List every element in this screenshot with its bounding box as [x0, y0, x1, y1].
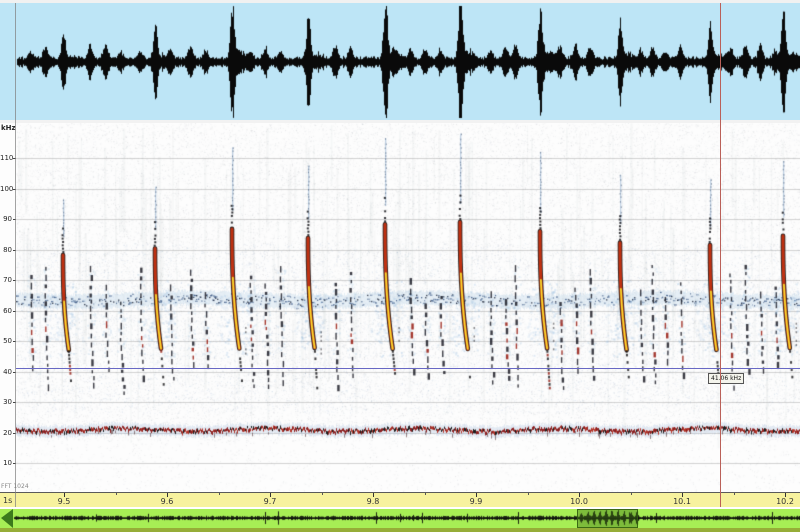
freq-tick-mark [13, 433, 16, 434]
time-tick-label: 9.7 [263, 497, 277, 506]
time-axis[interactable]: 1s 9.5 9.6 9.7 9.8 9.9 10.0 10.1 10.2 [0, 492, 800, 507]
spectrogram-display[interactable] [16, 123, 800, 492]
view-range-selection[interactable] [577, 509, 638, 528]
freq-tick-label: 60 [3, 306, 12, 315]
freq-tick-label: 20 [3, 428, 12, 437]
freq-tick-label: 40 [3, 367, 12, 376]
time-tick-mark [373, 493, 374, 497]
frequency-marker-line[interactable] [16, 368, 800, 369]
freq-tick-mark [13, 280, 16, 281]
bottom-strip [0, 528, 800, 532]
freq-tick-mark [13, 189, 16, 190]
frequency-unit-label: kHz [1, 124, 16, 132]
panel-divider [0, 120, 800, 123]
time-cursor-line [720, 3, 721, 507]
time-tick-mark [476, 493, 477, 497]
freq-tick-label: 70 [3, 276, 12, 284]
freq-tick-mark [13, 341, 16, 342]
freq-tick-label: 90 [3, 215, 12, 223]
top-strip [0, 0, 800, 3]
freq-tick-mark [13, 158, 16, 159]
time-minor-tick-mark [528, 493, 529, 495]
frequency-marker-label: 41.06 kHz [708, 373, 745, 384]
time-minor-tick-mark [425, 493, 426, 495]
freq-tick-mark [13, 463, 16, 464]
time-tick-label: 10.1 [673, 497, 691, 506]
time-minor-tick-mark [734, 493, 735, 495]
spectrogram-panel: kHz 110 100 90 80 70 60 50 40 30 20 10 41.06 kHz [0, 123, 800, 492]
fft-size-label: FFT 1024 [1, 483, 29, 490]
freq-tick-label: 80 [3, 245, 12, 254]
freq-tick-mark [13, 402, 16, 403]
freq-tick-mark [13, 311, 16, 312]
oscillogram-waveform[interactable] [0, 3, 800, 120]
time-tick-mark [64, 493, 65, 497]
time-tick-mark [785, 493, 786, 497]
time-minor-tick-mark [631, 493, 632, 495]
time-minor-tick-mark [219, 493, 220, 495]
freq-tick-label: 100 [0, 184, 14, 193]
freq-tick-label: 50 [3, 337, 12, 345]
frequency-axis: kHz 110 100 90 80 70 60 50 40 30 20 10 [0, 123, 16, 492]
freq-tick-label: 110 [0, 154, 14, 162]
freq-tick-label: 30 [3, 398, 12, 406]
time-tick-mark [167, 493, 168, 497]
time-tick-label: 10.2 [776, 497, 794, 506]
time-tick-mark [270, 493, 271, 497]
time-tick-mark [682, 493, 683, 497]
time-minor-tick-mark [116, 493, 117, 495]
freq-tick-mark [13, 372, 16, 373]
overview-scrollbar[interactable] [0, 509, 800, 528]
overview-waveform [0, 509, 800, 528]
time-unit-label: 1s [3, 496, 13, 505]
time-minor-tick-mark [322, 493, 323, 495]
freq-tick-label: 10 [3, 459, 12, 467]
time-tick-mark [579, 493, 580, 497]
freq-tick-mark [13, 219, 16, 220]
time-tick-label: 10.0 [570, 497, 588, 506]
freq-tick-mark [13, 250, 16, 251]
time-tick-label: 9.9 [469, 497, 483, 506]
oscillogram-panel [0, 3, 800, 120]
time-tick-label: 9.8 [366, 497, 380, 506]
axis-separator-line [15, 3, 16, 507]
time-tick-label: 9.6 [160, 497, 174, 506]
scroll-left-arrow-icon[interactable] [1, 509, 13, 528]
time-tick-label: 9.5 [57, 497, 71, 506]
